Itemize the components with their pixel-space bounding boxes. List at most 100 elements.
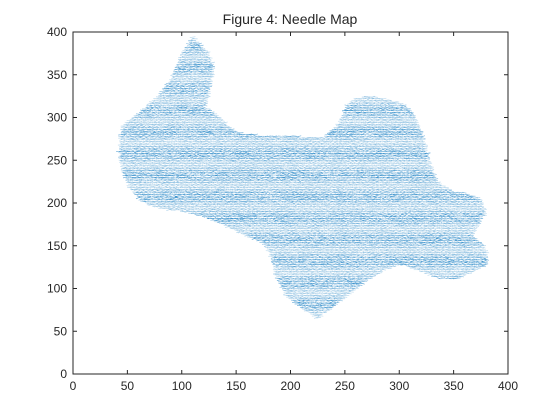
needle [332, 304, 336, 307]
needle [306, 296, 310, 298]
needle [346, 279, 352, 281]
needle [340, 277, 346, 280]
needle [382, 268, 386, 271]
needle [368, 267, 374, 269]
needle [314, 316, 320, 319]
needle [274, 277, 281, 279]
needle [299, 289, 304, 291]
needle [306, 287, 310, 290]
needle [292, 270, 298, 273]
needle [311, 283, 317, 287]
needle [438, 277, 443, 280]
needle [348, 277, 355, 280]
needle [447, 268, 452, 271]
needle [359, 275, 365, 278]
needle [302, 299, 305, 302]
needle [301, 301, 307, 303]
needle [453, 277, 459, 280]
needle [348, 288, 354, 292]
needle [277, 275, 282, 278]
needle [315, 267, 318, 269]
needle [286, 272, 290, 275]
needle [323, 301, 328, 304]
needle [453, 267, 459, 269]
needle [288, 289, 293, 291]
needle [330, 286, 334, 288]
needle [335, 267, 341, 269]
needle [301, 289, 306, 292]
needle [375, 272, 380, 274]
needle [483, 251, 490, 254]
needle [279, 280, 284, 283]
needle [311, 270, 318, 273]
needle [302, 287, 305, 290]
needle [320, 303, 326, 305]
needle [307, 285, 313, 288]
needle [327, 294, 333, 296]
needle [307, 278, 313, 282]
needle [283, 277, 289, 280]
needle [291, 298, 294, 300]
needle [327, 287, 333, 290]
needle [297, 301, 301, 303]
needle [334, 284, 339, 286]
needle [364, 277, 369, 279]
needle [303, 266, 309, 270]
needle [325, 272, 330, 275]
needle [357, 273, 363, 276]
needle [350, 281, 357, 283]
needle [296, 270, 302, 273]
needle [297, 299, 301, 302]
needle [295, 289, 299, 292]
needle [300, 287, 303, 290]
needle [298, 268, 304, 271]
needle [310, 270, 315, 273]
needle [337, 292, 344, 295]
needle [429, 270, 434, 273]
needle [451, 270, 456, 273]
needle [316, 267, 322, 269]
needle [306, 293, 310, 295]
needle [326, 286, 329, 288]
needle [291, 279, 294, 281]
needle [445, 272, 449, 275]
needle [334, 275, 339, 278]
needle [325, 287, 330, 290]
needle [349, 286, 353, 288]
needle [307, 307, 313, 311]
needle [310, 303, 314, 305]
needle [461, 268, 468, 271]
needle [299, 277, 304, 279]
needle [369, 275, 373, 278]
needle [327, 275, 333, 278]
needle [344, 275, 350, 278]
needle [272, 268, 278, 271]
needle [303, 291, 309, 293]
needle [338, 270, 343, 273]
needle [315, 284, 322, 287]
needle [299, 297, 304, 300]
needle [442, 267, 447, 269]
needle [436, 267, 441, 269]
needle [329, 294, 335, 297]
needle [304, 272, 308, 274]
needle [319, 310, 323, 312]
needle [359, 268, 365, 271]
needle [331, 277, 337, 280]
needle [353, 282, 359, 285]
needle [318, 273, 324, 276]
needle [316, 298, 321, 300]
needle [338, 296, 343, 298]
needle [299, 292, 304, 295]
needle [332, 274, 336, 276]
needle [352, 275, 359, 278]
needle [440, 277, 446, 280]
needle [417, 260, 421, 262]
needle [314, 272, 319, 274]
needle [377, 270, 382, 273]
needle [315, 287, 318, 290]
needle [461, 272, 468, 275]
needle [290, 289, 295, 292]
needle [312, 304, 317, 307]
